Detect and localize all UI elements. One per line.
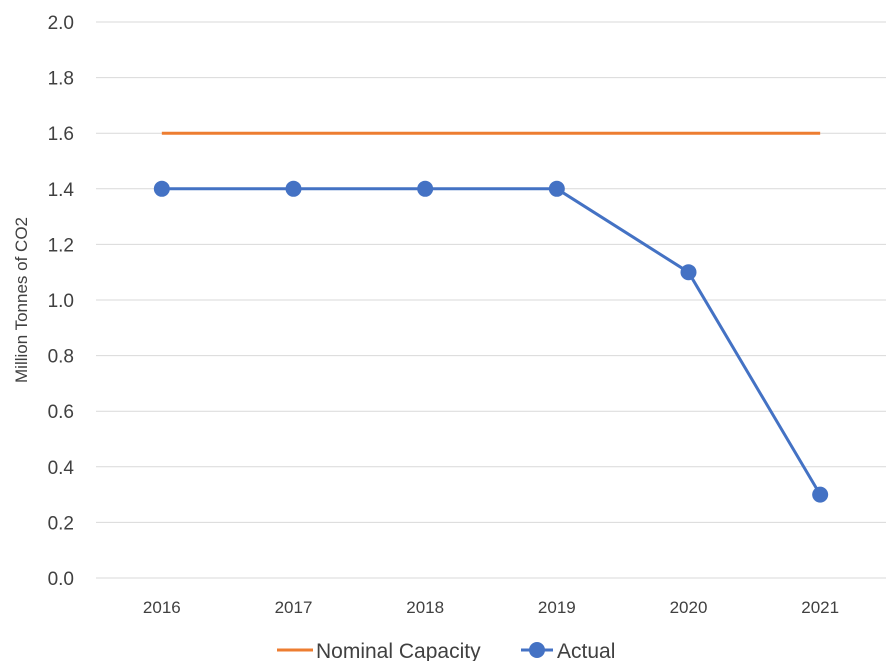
y-tick-label: 1.6: [48, 124, 74, 145]
data-point-actual: [417, 180, 434, 197]
y-tick-label: 0.8: [48, 347, 74, 368]
y-tick-label: 1.8: [48, 69, 74, 90]
data-point-actual: [285, 180, 302, 197]
series-line-actual: [161, 187, 822, 496]
series-layer: [153, 131, 829, 503]
y-tick-label: 0.6: [48, 402, 74, 423]
y-tick-label: 0.2: [48, 513, 74, 534]
legend-label-nominal-capacity: Nominal Capacity: [316, 640, 481, 661]
x-tick-label: 2021: [801, 598, 839, 617]
y-axis-ticks: 0.0 0.2 0.4 0.6 0.8 1.0 1.2 1.4 1.6 1.8 2.0: [48, 13, 75, 590]
data-point-actual: [548, 180, 565, 197]
legend: Nominal Capacity Actual: [277, 640, 615, 661]
y-tick-label: 1.4: [48, 180, 75, 201]
legend-label-actual: Actual: [557, 640, 615, 661]
y-tick-label: 0.0: [48, 569, 74, 590]
y-tick-label: 1.0: [48, 291, 74, 312]
data-point-actual: [812, 486, 829, 503]
x-tick-label: 2016: [143, 598, 181, 617]
y-tick-label: 1.2: [48, 235, 74, 256]
y-axis-title: Million Tonnes of CO2: [12, 217, 31, 383]
x-tick-label: 2018: [406, 598, 444, 617]
x-tick-label: 2019: [538, 598, 576, 617]
x-tick-label: 2020: [670, 598, 708, 617]
x-axis-ticks: 2016 2017 2018 2019 2020 2021: [143, 598, 839, 617]
y-tick-label: 2.0: [48, 13, 74, 34]
data-point-actual: [680, 264, 697, 281]
y-tick-label: 0.4: [48, 458, 75, 479]
grid-lines: [96, 21, 886, 579]
x-tick-label: 2017: [275, 598, 313, 617]
data-point-actual: [153, 180, 170, 197]
legend-swatch-actual-marker: [529, 642, 545, 658]
